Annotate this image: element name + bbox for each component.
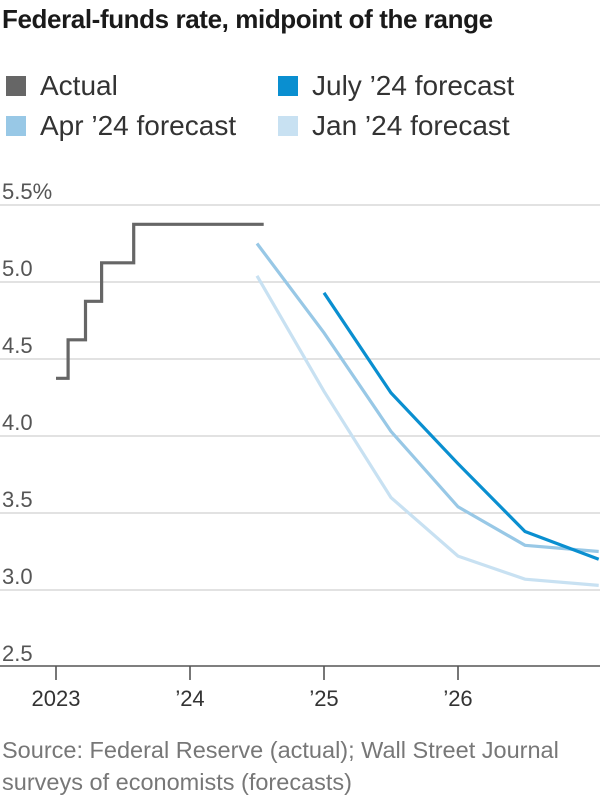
legend-item-july-24: July ’24 forecast — [278, 70, 514, 102]
x-tick-label-0: 2023 — [32, 686, 81, 711]
y-tick-label-0: 5.5% — [2, 179, 52, 204]
legend-item-jan-24: Jan ’24 forecast — [278, 110, 510, 142]
y-tick-label-5: 3.0 — [2, 564, 33, 589]
chart-title: Federal-funds rate, midpoint of the rang… — [2, 4, 493, 34]
legend-item-actual: Actual — [6, 70, 118, 102]
legend-swatch-july-24 — [278, 76, 298, 96]
y-tick-label-2: 4.5 — [2, 333, 33, 358]
legend-swatch-actual — [6, 76, 26, 96]
y-tick-label-6: 2.5 — [2, 641, 33, 666]
y-tick-label-3: 4.0 — [2, 410, 33, 435]
source-note: Source: Federal Reserve (actual); Wall S… — [2, 737, 559, 795]
x-tick-label-1: ’24 — [175, 686, 204, 711]
x-tick-label-3: ’26 — [443, 686, 472, 711]
legend-label-jan-24: Jan ’24 forecast — [312, 110, 510, 141]
legend-item-apr-24: Apr ’24 forecast — [6, 110, 236, 142]
series-line-apr-24-forecast — [255, 242, 599, 554]
x-tick-label-2: ’25 — [309, 686, 338, 711]
legend-label-apr-24: Apr ’24 forecast — [40, 110, 237, 141]
series-line-actual — [56, 222, 264, 380]
y-tick-label-1: 5.0 — [2, 256, 33, 281]
series-line-jan-24-forecast — [255, 274, 599, 587]
legend-swatch-jan-24 — [278, 116, 298, 136]
y-tick-label-4: 3.5 — [2, 487, 33, 512]
series-line-july-24-forecast — [322, 291, 600, 561]
legend-swatch-apr-24 — [6, 116, 26, 136]
legend-label-actual: Actual — [40, 70, 118, 101]
line-chart: 5.5% 5.0 4.5 4.0 3.5 3.0 2.5 2023 ’24 ’25 ’26 — [0, 179, 600, 711]
legend-label-july-24: July ’24 forecast — [312, 70, 515, 101]
